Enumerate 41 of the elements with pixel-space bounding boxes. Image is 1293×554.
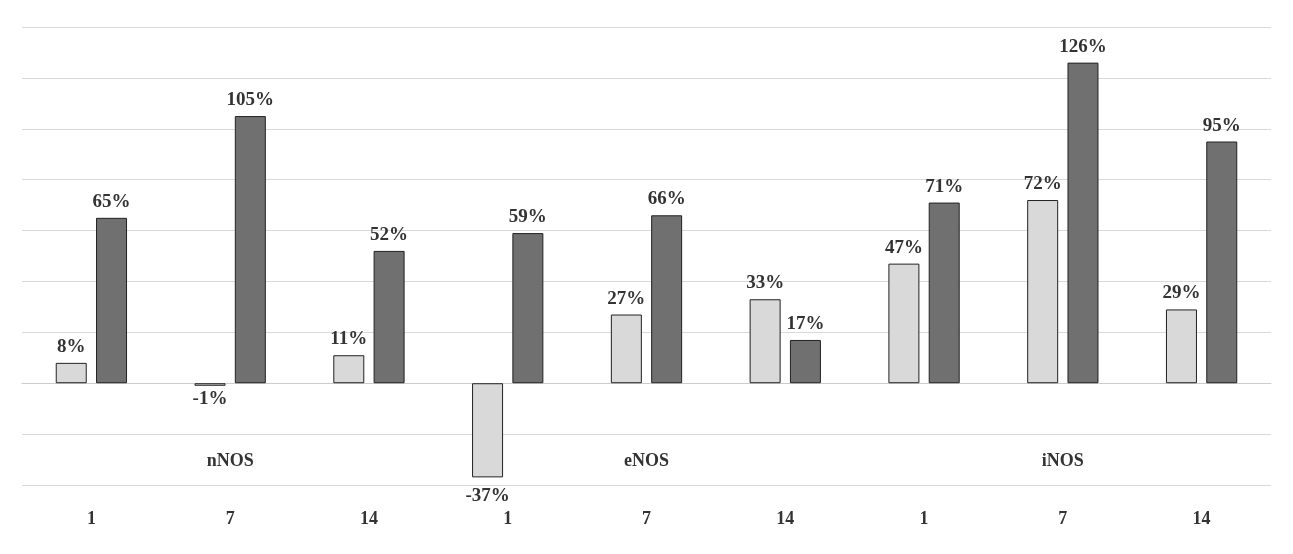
annotation: eNOS (624, 450, 669, 471)
data-label: -37% (465, 484, 510, 506)
x-tick-label: 7 (642, 508, 651, 528)
data-label: 105% (226, 88, 275, 110)
data-label: -1% (192, 386, 228, 408)
data-label: 72% (1023, 172, 1062, 194)
bar (789, 339, 821, 384)
bar (651, 215, 683, 384)
data-label: 47% (884, 235, 923, 257)
x-tick-label: 1 (503, 508, 513, 528)
data-label: 8% (56, 334, 86, 356)
annotation: nNOS (206, 450, 254, 471)
bar (55, 362, 87, 384)
data-label: 71% (925, 174, 964, 196)
x-tick-label: 1 (919, 508, 929, 528)
bar (512, 233, 544, 384)
bar (373, 250, 405, 384)
x-tick-label: 1 (86, 508, 96, 528)
bar (96, 217, 128, 384)
data-label: 11% (330, 327, 368, 349)
x-tick-label: 14 (776, 508, 795, 528)
bar (1206, 141, 1238, 384)
x-tick-label: 14 (359, 508, 378, 528)
data-label: 52% (370, 222, 409, 244)
data-label: 126% (1059, 34, 1107, 56)
data-label: 95% (1202, 113, 1241, 135)
bar (234, 116, 266, 384)
bar (928, 202, 960, 384)
x-tick-label: 7 (1058, 508, 1068, 528)
data-label: 29% (1162, 281, 1201, 303)
x-tick-label: 14 (1192, 508, 1211, 528)
data-label: 65% (92, 189, 131, 211)
data-label: 17% (786, 311, 825, 333)
data-label: 33% (746, 271, 785, 293)
bar (333, 355, 365, 384)
data-label: 66% (647, 187, 686, 209)
x-tick-label: 7 (225, 508, 235, 528)
annotation: iNOS (1041, 450, 1084, 471)
bar (1067, 62, 1099, 384)
data-label: 59% (508, 205, 547, 227)
data-label: 27% (607, 286, 646, 308)
